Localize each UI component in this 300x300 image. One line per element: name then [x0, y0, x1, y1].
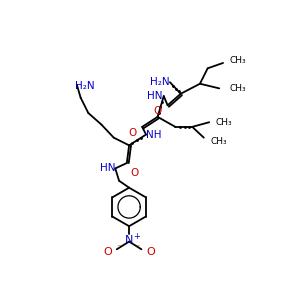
Text: ⁻: ⁻: [117, 242, 121, 251]
Text: O: O: [103, 247, 112, 256]
Text: H₂N: H₂N: [75, 81, 95, 91]
Text: +: +: [133, 232, 140, 241]
Text: O: O: [131, 168, 139, 178]
Text: CH₃: CH₃: [211, 137, 227, 146]
Text: O: O: [129, 128, 137, 138]
Text: N: N: [125, 235, 133, 245]
Text: O: O: [153, 106, 161, 116]
Text: NH: NH: [146, 130, 162, 140]
Text: O: O: [146, 247, 155, 256]
Text: CH₃: CH₃: [229, 56, 246, 65]
Text: CH₃: CH₃: [215, 118, 232, 127]
Text: H₂N: H₂N: [149, 77, 169, 87]
Text: ⁻: ⁻: [136, 242, 140, 251]
Text: HN: HN: [148, 91, 163, 101]
Text: CH₃: CH₃: [229, 84, 246, 93]
Text: HN: HN: [100, 164, 115, 173]
